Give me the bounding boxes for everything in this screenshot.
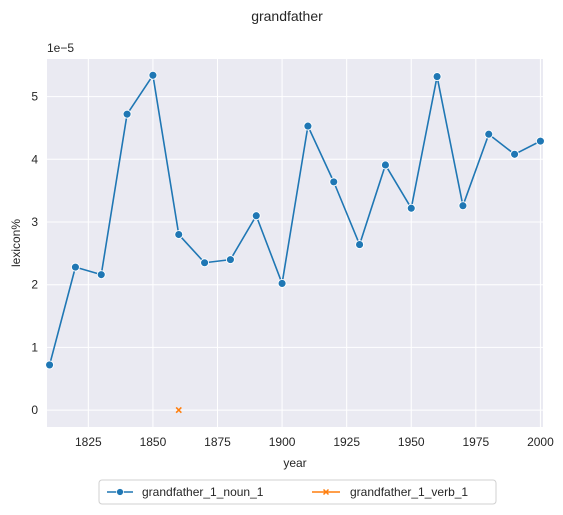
y-tick-label: 5	[31, 90, 38, 104]
data-point	[535, 136, 545, 146]
data-point	[355, 240, 365, 250]
x-tick-label: 1875	[204, 435, 231, 449]
data-point	[329, 177, 339, 187]
x-tick-label: 1975	[462, 435, 489, 449]
series-layer	[45, 70, 545, 414]
data-point	[458, 201, 468, 211]
y-scale-label: 1e−5	[47, 41, 74, 55]
series-grandfather_1_noun_1	[45, 70, 545, 370]
y-tick-label: 2	[31, 278, 38, 292]
legend-label-noun: grandfather_1_noun_1	[142, 485, 264, 499]
data-point	[148, 70, 158, 80]
grid-lines	[47, 59, 543, 427]
legend-item-verb: grandfather_1_verb_1	[312, 485, 468, 499]
legend-marker-verb	[322, 488, 330, 496]
data-point	[96, 270, 106, 280]
legend-marker-noun	[116, 488, 124, 496]
x-tick-label: 1925	[333, 435, 360, 449]
data-point	[200, 258, 210, 268]
legend-box	[98, 479, 497, 505]
chart-title: grandfather	[251, 8, 323, 24]
series-grandfather_1_verb_1	[175, 406, 182, 414]
data-point	[380, 160, 390, 170]
data-point	[225, 255, 235, 265]
x-tick-label: 1900	[269, 435, 296, 449]
y-axis-ticks: 0 1 2 3 4 5	[31, 90, 38, 417]
data-point	[174, 230, 184, 239]
legend-label-verb: grandfather_1_verb_1	[350, 485, 468, 499]
x-axis-ticks: 1825 1850 1875 1900 1925 1950 1975 2000	[75, 435, 554, 449]
data-point	[45, 360, 55, 370]
x-tick-label: 1825	[75, 435, 102, 449]
data-point	[484, 129, 494, 139]
data-point	[406, 203, 416, 213]
x-tick-label: 1950	[398, 435, 425, 449]
plot-area	[47, 59, 543, 427]
data-point	[303, 121, 313, 131]
x-tick-label: 1850	[140, 435, 167, 449]
y-tick-label: 3	[31, 215, 38, 229]
y-axis-label: lexicon%	[9, 219, 23, 267]
data-point	[70, 262, 80, 272]
y-tick-label: 1	[31, 340, 38, 354]
data-point	[510, 149, 520, 159]
data-point	[175, 406, 182, 414]
y-tick-label: 0	[31, 403, 38, 417]
data-point	[432, 72, 442, 82]
x-axis-label: year	[283, 456, 306, 470]
y-tick-label: 4	[31, 152, 38, 166]
legend-item-noun: grandfather_1_noun_1	[107, 485, 264, 499]
data-point	[251, 211, 261, 221]
series-line	[48, 74, 541, 366]
data-point	[122, 109, 132, 119]
legend: grandfather_1_noun_1 grandfather_1_verb_…	[98, 479, 497, 505]
data-point	[277, 278, 287, 288]
x-tick-label: 2000	[527, 435, 554, 449]
